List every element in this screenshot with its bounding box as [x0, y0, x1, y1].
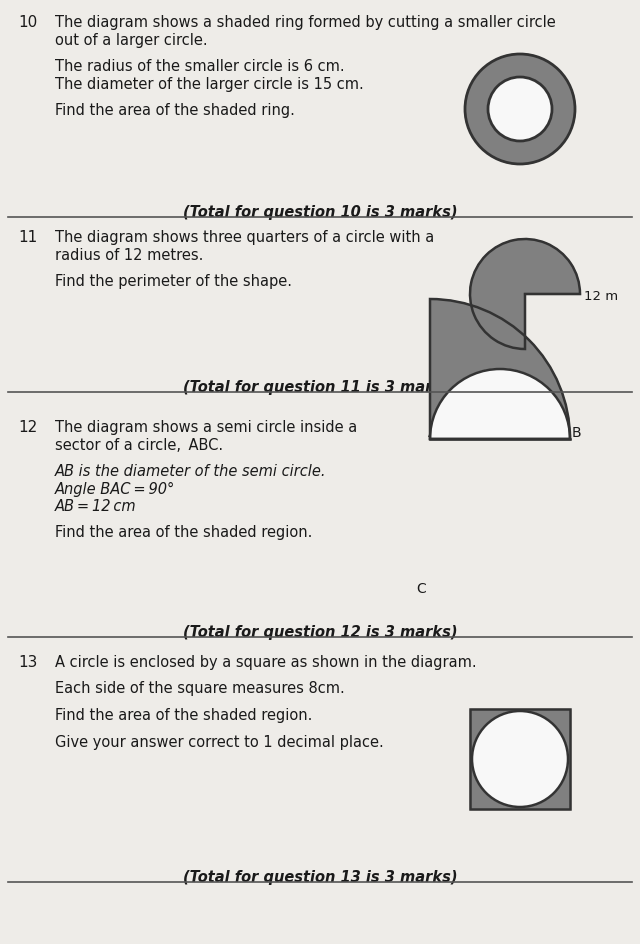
Text: Find the area of the shaded region.: Find the area of the shaded region.: [55, 707, 312, 722]
Text: 12 m: 12 m: [584, 290, 618, 303]
Text: sector of a circle,  ABC.: sector of a circle, ABC.: [55, 437, 223, 452]
Text: C: C: [416, 582, 426, 596]
Text: 13: 13: [18, 654, 37, 669]
Text: AB = 12 cm: AB = 12 cm: [55, 498, 136, 514]
Text: Find the area of the shaded ring.: Find the area of the shaded ring.: [55, 103, 295, 118]
Text: 12: 12: [18, 419, 37, 434]
Text: (Total for question 10 is 3 marks): (Total for question 10 is 3 marks): [183, 205, 457, 220]
Wedge shape: [430, 370, 570, 440]
Text: The diagram shows three quarters of a circle with a: The diagram shows three quarters of a ci…: [55, 229, 435, 244]
Wedge shape: [470, 240, 580, 349]
Circle shape: [465, 55, 575, 165]
Text: Find the perimeter of the shape.: Find the perimeter of the shape.: [55, 274, 292, 289]
Wedge shape: [430, 299, 570, 440]
Text: The diagram shows a semi circle inside a: The diagram shows a semi circle inside a: [55, 419, 357, 434]
Text: (Total for question 13 is 3 marks): (Total for question 13 is 3 marks): [183, 869, 457, 885]
Circle shape: [488, 78, 552, 142]
Text: Find the area of the shaded region.: Find the area of the shaded region.: [55, 525, 312, 540]
Text: radius of 12 metres.: radius of 12 metres.: [55, 247, 204, 262]
Text: (Total for question 12 is 3 marks): (Total for question 12 is 3 marks): [183, 624, 457, 639]
Text: Each side of the square measures 8cm.: Each side of the square measures 8cm.: [55, 681, 345, 696]
Text: The diagram shows a shaded ring formed by cutting a smaller circle: The diagram shows a shaded ring formed b…: [55, 15, 556, 30]
Text: 11: 11: [18, 229, 37, 244]
Text: The radius of the smaller circle is 6 cm.: The radius of the smaller circle is 6 cm…: [55, 59, 344, 74]
Text: Angle BAC = 90°: Angle BAC = 90°: [55, 481, 175, 496]
Bar: [470, 709, 570, 809]
Bar: [470, 709, 570, 809]
Text: out of a larger circle.: out of a larger circle.: [55, 32, 207, 47]
Circle shape: [472, 711, 568, 807]
Text: B: B: [572, 426, 582, 440]
Text: A circle is enclosed by a square as shown in the diagram.: A circle is enclosed by a square as show…: [55, 654, 477, 669]
Text: 10: 10: [18, 15, 37, 30]
Text: Give your answer correct to 1 decimal place.: Give your answer correct to 1 decimal pl…: [55, 733, 384, 749]
Text: (Total for question 11 is 3 marks): (Total for question 11 is 3 marks): [183, 379, 457, 395]
Text: A: A: [428, 426, 438, 440]
Text: AB is the diameter of the semi circle.: AB is the diameter of the semi circle.: [55, 464, 326, 479]
Text: The diameter of the larger circle is 15 cm.: The diameter of the larger circle is 15 …: [55, 76, 364, 92]
